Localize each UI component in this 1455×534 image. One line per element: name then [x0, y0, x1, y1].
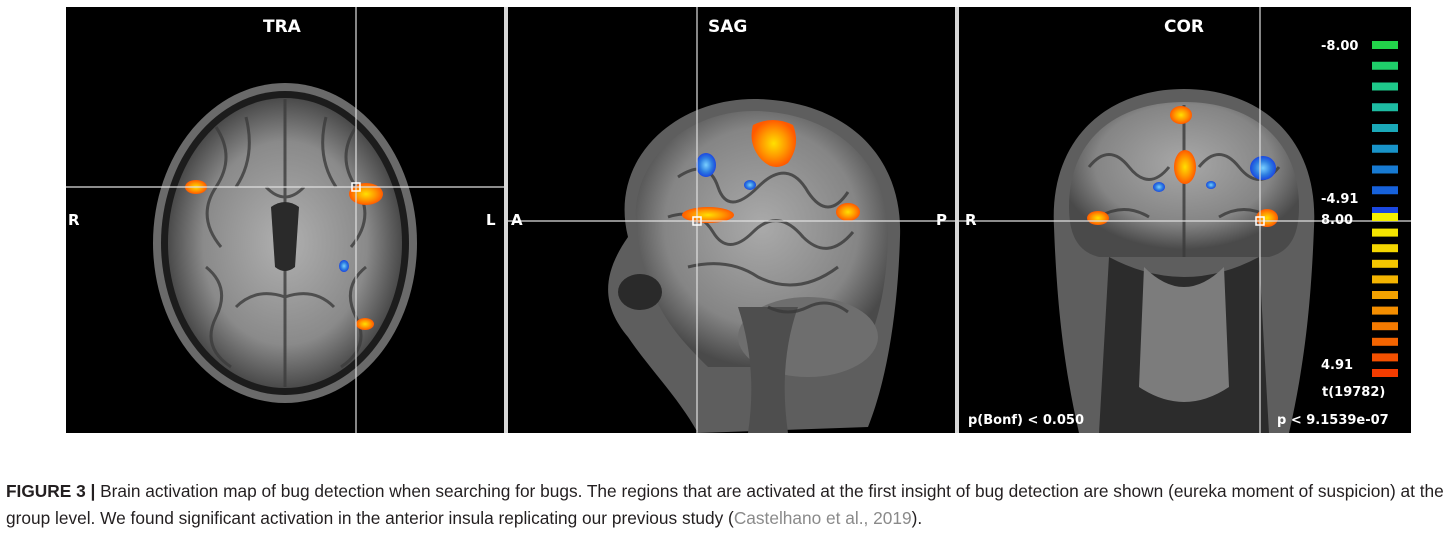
- cor-title: COR: [1164, 17, 1205, 37]
- colorbar-swatch-positive: [1372, 244, 1398, 253]
- sag-cursor: [692, 216, 702, 226]
- tra-orientation-left: R: [68, 211, 80, 229]
- colorbar-swatch-positive: [1372, 353, 1398, 362]
- tra-deactivation: [339, 260, 349, 272]
- sag-title: SAG: [708, 17, 748, 37]
- cor-deactivation-left: [1250, 156, 1276, 180]
- colorbar-swatch-negative: [1372, 41, 1398, 49]
- colorbar: [1372, 41, 1398, 377]
- colorbar-swatch-positive: [1372, 322, 1398, 331]
- brain-activation-figure: TRA R L: [66, 7, 1411, 433]
- colorbar-swatch-positive: [1372, 337, 1398, 346]
- colorbar-label-neg-min: -4.91: [1321, 192, 1359, 207]
- sag-deactivation-mid: [744, 180, 756, 190]
- colorbar-swatch-negative: [1372, 207, 1398, 215]
- sag-panel: SAG A P: [508, 7, 955, 433]
- sag-orientation-right: P: [936, 211, 947, 229]
- sag-orientation-left: A: [511, 211, 523, 229]
- cor-activation-left-insula: [1256, 209, 1278, 227]
- cor-activation-right-insula: [1087, 211, 1109, 225]
- colorbar-swatch-negative: [1372, 144, 1398, 153]
- sag-deactivation-frontal: [696, 153, 716, 177]
- caption-text: Brain activation map of bug detection wh…: [6, 481, 1444, 528]
- tra-brain-image: [66, 7, 504, 433]
- cor-cursor: [1255, 216, 1265, 226]
- cor-deactivation-medial: [1153, 182, 1165, 192]
- tra-panel: TRA R L: [66, 7, 504, 433]
- tra-cursor: [351, 182, 361, 192]
- tra-orientation-right: L: [486, 211, 496, 229]
- cor-deactivation-medial-2: [1206, 181, 1216, 189]
- colorbar-label-pos-max: 8.00: [1321, 213, 1354, 228]
- p-value-label: p < 9.1539e-07: [1277, 413, 1389, 428]
- cor-brain-image: [959, 7, 1411, 433]
- colorbar-swatch-negative: [1372, 124, 1398, 132]
- cor-orientation-left: R: [965, 211, 977, 229]
- colorbar-swatch-positive: [1372, 306, 1398, 315]
- p-bonferroni-label: p(Bonf) < 0.050: [968, 413, 1085, 428]
- cor-activation-medial: [1174, 150, 1196, 184]
- colorbar-swatch-positive: [1372, 291, 1398, 299]
- colorbar-swatch-positive: [1372, 275, 1398, 284]
- sag-brain-image: [508, 7, 955, 433]
- tra-activation-left-insula: [349, 183, 383, 205]
- colorbar-swatch-negative: [1372, 165, 1398, 174]
- sag-activation-anterior: [682, 207, 734, 223]
- sag-activation-posterior: [836, 203, 860, 221]
- cor-panel: COR R -8.00 -4.91 8.00 4.91 t(19782) p(B…: [959, 7, 1411, 433]
- colorbar-label-pos-min: 4.91: [1321, 358, 1354, 373]
- tra-activation-posterior: [356, 318, 374, 330]
- colorbar-swatch-negative: [1372, 103, 1398, 112]
- sag-activation-superior: [751, 120, 797, 167]
- panel-separator: [955, 7, 959, 433]
- colorbar-swatch-positive: [1372, 213, 1398, 221]
- caption-label: FIGURE 3 |: [6, 481, 96, 501]
- colorbar-swatch-negative: [1372, 186, 1398, 195]
- colorbar-swatch-positive: [1372, 259, 1398, 268]
- colorbar-swatch-negative: [1372, 82, 1398, 91]
- figure-caption: FIGURE 3 | Brain activation map of bug d…: [6, 478, 1451, 532]
- panel-separator: [504, 7, 508, 433]
- colorbar-swatch-negative: [1372, 61, 1398, 70]
- cor-activation-superior: [1170, 106, 1192, 124]
- caption-citation-link[interactable]: Castelhano et al., 2019: [733, 508, 912, 528]
- tra-title: TRA: [263, 17, 301, 37]
- colorbar-label-neg-max: -8.00: [1321, 39, 1359, 54]
- colorbar-swatch-positive: [1372, 369, 1398, 377]
- colorbar-swatch-positive: [1372, 228, 1398, 237]
- colorbar-stat-label: t(19782): [1322, 385, 1386, 400]
- caption-end: ).: [911, 508, 923, 528]
